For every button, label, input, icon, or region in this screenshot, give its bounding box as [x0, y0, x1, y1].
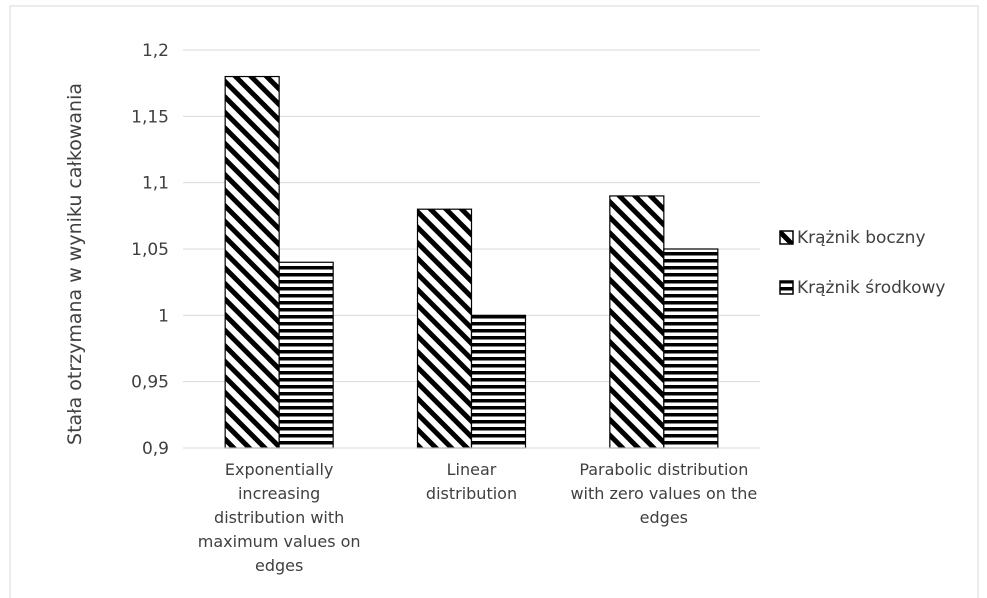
y-tick-label: 0,95	[131, 373, 169, 393]
legend-swatch	[779, 280, 794, 295]
x-category-label: Linear distribution	[426, 460, 517, 503]
bar-srodkowy	[470, 314, 527, 449]
y-tick-label: 1,2	[142, 41, 169, 61]
bar-srodkowy	[663, 248, 719, 449]
x-category-label: Parabolic distribution with zero values o…	[570, 460, 757, 527]
y-tick-label: 1	[158, 306, 169, 326]
y-tick-label: 1,1	[142, 174, 169, 194]
x-category-label: Exponentially increasing distribution with…	[198, 460, 361, 575]
bars	[224, 75, 719, 449]
legend-label: Krążnik środkowy	[797, 278, 946, 298]
y-tick-label: 1,15	[131, 107, 169, 127]
y-tick-label: 1,05	[131, 240, 169, 260]
bar-boczny	[224, 75, 280, 449]
y-axis-ticks: 0,9 0,95 1 1,05 1,1 1,15 1,2	[131, 41, 169, 459]
legend: Krążnik boczny Krążnik środkowy	[779, 228, 946, 298]
bar-srodkowy	[278, 261, 334, 449]
category-labels: Exponentially increasing distribution with…	[198, 460, 757, 575]
bar-boczny	[416, 208, 473, 449]
legend-label: Krążnik boczny	[797, 228, 926, 248]
bar-boczny	[609, 195, 665, 449]
y-axis-label: Stała otrzymana w wyniku całkowania	[64, 83, 86, 445]
chart-border	[9, 5, 979, 598]
y-tick-label: 0,9	[142, 439, 169, 459]
legend-swatch	[779, 230, 794, 245]
